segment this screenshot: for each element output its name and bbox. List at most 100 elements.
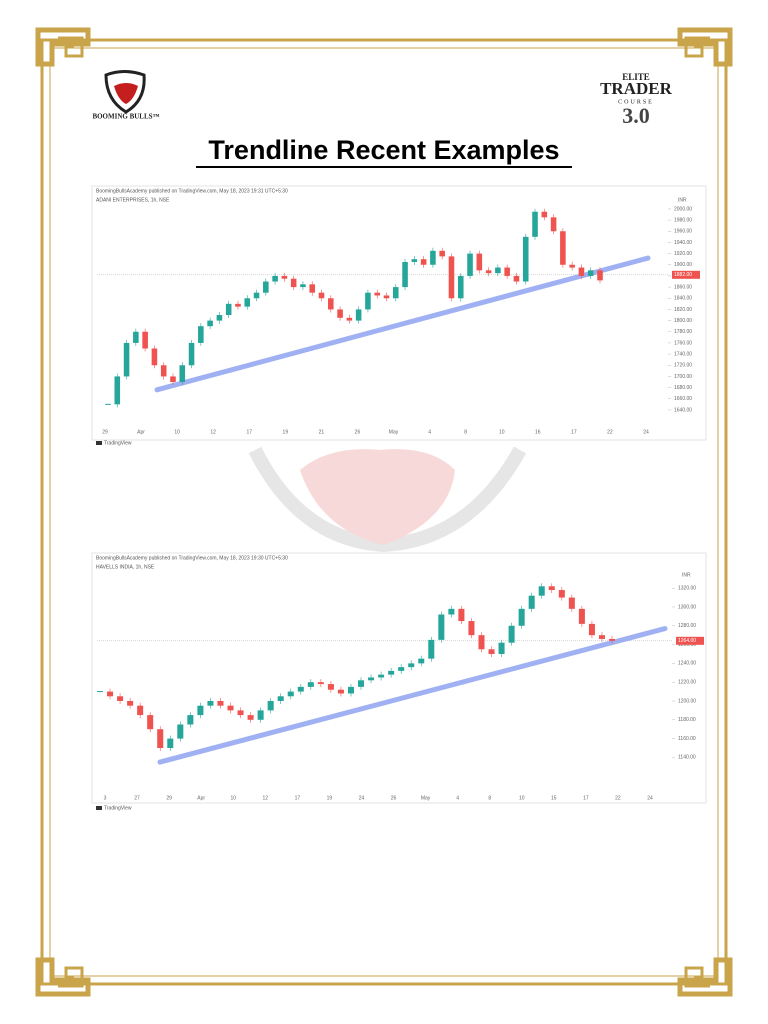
candle	[327, 684, 334, 690]
candle	[170, 376, 176, 383]
logo-line: ELITE	[622, 72, 650, 82]
candle	[468, 621, 475, 636]
y-tick-label: 1680.00	[674, 385, 692, 391]
x-tick-label: 10	[230, 795, 236, 801]
candle	[532, 211, 538, 237]
x-tick-label: Apr	[137, 429, 145, 435]
candle	[518, 608, 525, 626]
chart-footer: TradingView	[104, 440, 132, 446]
x-tick-label: 22	[615, 795, 621, 801]
candle	[267, 700, 274, 711]
y-tick-label: 1160.00	[678, 736, 696, 742]
y-tick-label: 1840.00	[674, 296, 692, 302]
chart-publisher: BoomingBullsAcademy published on Trading…	[96, 188, 288, 194]
x-tick-label: May	[389, 429, 399, 435]
x-tick-label: May	[421, 795, 431, 801]
candle	[378, 674, 385, 678]
x-tick-label: 4	[456, 795, 459, 801]
candle	[117, 696, 124, 701]
x-tick-label: 26	[391, 795, 397, 801]
y-tick-label: 1300.00	[678, 604, 696, 610]
y-tick-label: 1860.00	[674, 284, 692, 290]
logo-line: TRADER	[600, 79, 673, 98]
candle	[300, 284, 306, 288]
candle	[151, 348, 158, 366]
x-tick-label: 27	[134, 795, 140, 801]
candle	[167, 738, 174, 748]
y-tick-label: 2000.00	[674, 206, 692, 212]
watermark	[248, 446, 527, 553]
x-tick-label: 10	[519, 795, 525, 801]
x-tick-label: 17	[583, 795, 589, 801]
candle	[485, 270, 492, 274]
candle	[550, 217, 557, 232]
candle	[290, 278, 297, 288]
x-tick-label: Apr	[197, 795, 205, 801]
candle	[569, 264, 575, 268]
chart-symbol: ADANI ENTERPRISES, 1h, NSE	[96, 197, 170, 203]
candle	[197, 705, 204, 716]
candle	[207, 320, 213, 327]
candle	[528, 595, 535, 609]
candle	[587, 270, 594, 276]
candle	[388, 670, 395, 675]
candle	[225, 303, 232, 316]
x-tick-label: 24	[643, 429, 649, 435]
x-tick-label: 17	[295, 795, 301, 801]
candle	[127, 700, 134, 706]
x-tick-label: 15	[551, 795, 557, 801]
candle	[157, 729, 164, 748]
candle	[281, 275, 288, 279]
candle	[560, 231, 566, 265]
candle	[297, 686, 304, 692]
frame-corners	[35, 27, 733, 997]
y-tick-label: 1660.00	[674, 396, 692, 402]
x-tick-label: 29	[166, 795, 172, 801]
x-tick-label: 17	[571, 429, 577, 435]
last-price-label: 1882.00	[674, 272, 692, 278]
candle	[237, 710, 244, 716]
y-tick-label: 1260.00	[678, 642, 696, 648]
chart-footer: TradingView	[104, 805, 132, 811]
candle	[495, 267, 501, 274]
y-tick-label: 1140.00	[678, 755, 696, 761]
x-tick-label: 22	[607, 429, 613, 435]
candle	[358, 680, 365, 687]
y-tick-label: 1940.00	[674, 240, 692, 246]
candle	[137, 705, 144, 716]
candle	[263, 281, 269, 293]
candle	[272, 275, 278, 282]
candle	[244, 298, 251, 307]
chart-symbol: HAVELLS INDIA, 1h, NSE	[96, 564, 155, 570]
x-tick-label: 4	[428, 429, 431, 435]
x-tick-label: 24	[647, 795, 653, 801]
candle	[488, 649, 495, 654]
candle	[513, 275, 520, 282]
y-tick-label: 1900.00	[674, 262, 692, 268]
watermark-bull	[300, 449, 455, 545]
trendline	[157, 626, 668, 765]
x-tick-label: 21	[319, 429, 325, 435]
x-tick-label: 12	[210, 429, 216, 435]
candle	[428, 639, 435, 659]
candle	[402, 261, 408, 288]
logo-line: 3.0	[622, 103, 650, 128]
y-tick-label: 1740.00	[674, 351, 692, 357]
last-price-box	[672, 270, 700, 279]
candle	[177, 724, 184, 739]
candle	[478, 635, 485, 650]
candle	[568, 597, 575, 609]
candle	[328, 298, 334, 310]
y-tick-label: 1800.00	[674, 318, 692, 324]
frame	[35, 27, 733, 997]
candle	[430, 250, 436, 265]
watermark-shield	[248, 446, 527, 553]
candle	[548, 586, 555, 591]
candle	[383, 295, 390, 299]
logo-brand: BOOMING BULLS™	[92, 113, 159, 121]
candle	[392, 287, 399, 299]
candle	[538, 586, 545, 596]
candle	[597, 270, 603, 281]
left-logo: BOOMING BULLS™	[92, 70, 160, 121]
x-tick-label: 8	[464, 429, 467, 435]
